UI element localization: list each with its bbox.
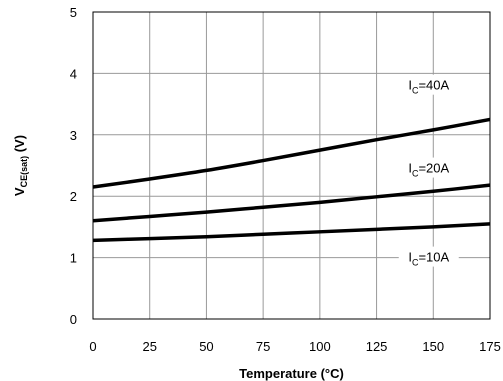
x-tick-label: 25: [142, 339, 156, 354]
y-axis-title: VCE(sat) (V): [12, 135, 29, 196]
series-line-ic-10a: [92, 222, 491, 243]
series-label-sub: C: [412, 258, 419, 268]
y-tick-labels: 0 1 2 3 4 5: [70, 5, 77, 327]
series-label-main: I: [408, 250, 412, 265]
y-tick-label: 0: [70, 312, 77, 327]
series-label-text: IC=40A: [408, 78, 449, 96]
series-lines: [92, 117, 491, 243]
x-tick-label: 150: [422, 339, 444, 354]
series-label-background: [398, 74, 459, 95]
series-label-background: [398, 246, 459, 267]
y-tick-label: 2: [70, 189, 77, 204]
series-label-ic-40a: IC=40A: [398, 74, 459, 96]
x-tick-label: 0: [89, 339, 96, 354]
x-tick-label: 50: [199, 339, 213, 354]
y-axis-title-sub: CE(sat): [19, 156, 29, 188]
plot-frame: [92, 11, 491, 320]
series-line-ic-40a: [92, 117, 491, 189]
x-tick-label: 100: [309, 339, 331, 354]
x-tick-label: 75: [256, 339, 270, 354]
series-label-sub: C: [412, 169, 419, 179]
series-label-text: IC=20A: [408, 161, 449, 179]
x-axis-title: Temperature (°C): [239, 366, 344, 381]
y-tick-label: 3: [70, 128, 77, 143]
series-label-ic-10a: IC=10A: [398, 246, 459, 268]
series-label-ic-20a: IC=20A: [398, 157, 459, 179]
y-tick-label: 4: [70, 66, 77, 81]
series-label-rest: =40A: [418, 78, 449, 93]
y-tick-label: 5: [70, 5, 77, 20]
y-axis-title-unit: (V): [12, 135, 27, 156]
y-axis-title-main: V: [12, 187, 27, 196]
series-label-text: IC=10A: [408, 250, 449, 268]
series-label-background: [398, 157, 459, 178]
series-label-rest: =10A: [418, 250, 449, 265]
y-tick-label: 1: [70, 251, 77, 266]
series-label-main: I: [408, 78, 412, 93]
series-label-main: I: [408, 161, 412, 176]
x-tick-label: 125: [366, 339, 388, 354]
series-label-sub: C: [412, 86, 419, 96]
series-label-rest: =20A: [418, 161, 449, 176]
x-tick-labels: 0 25 50 75 100 125 150 175: [89, 339, 500, 354]
x-tick-label: 175: [479, 339, 501, 354]
series-line-ic-20a: [92, 183, 491, 223]
